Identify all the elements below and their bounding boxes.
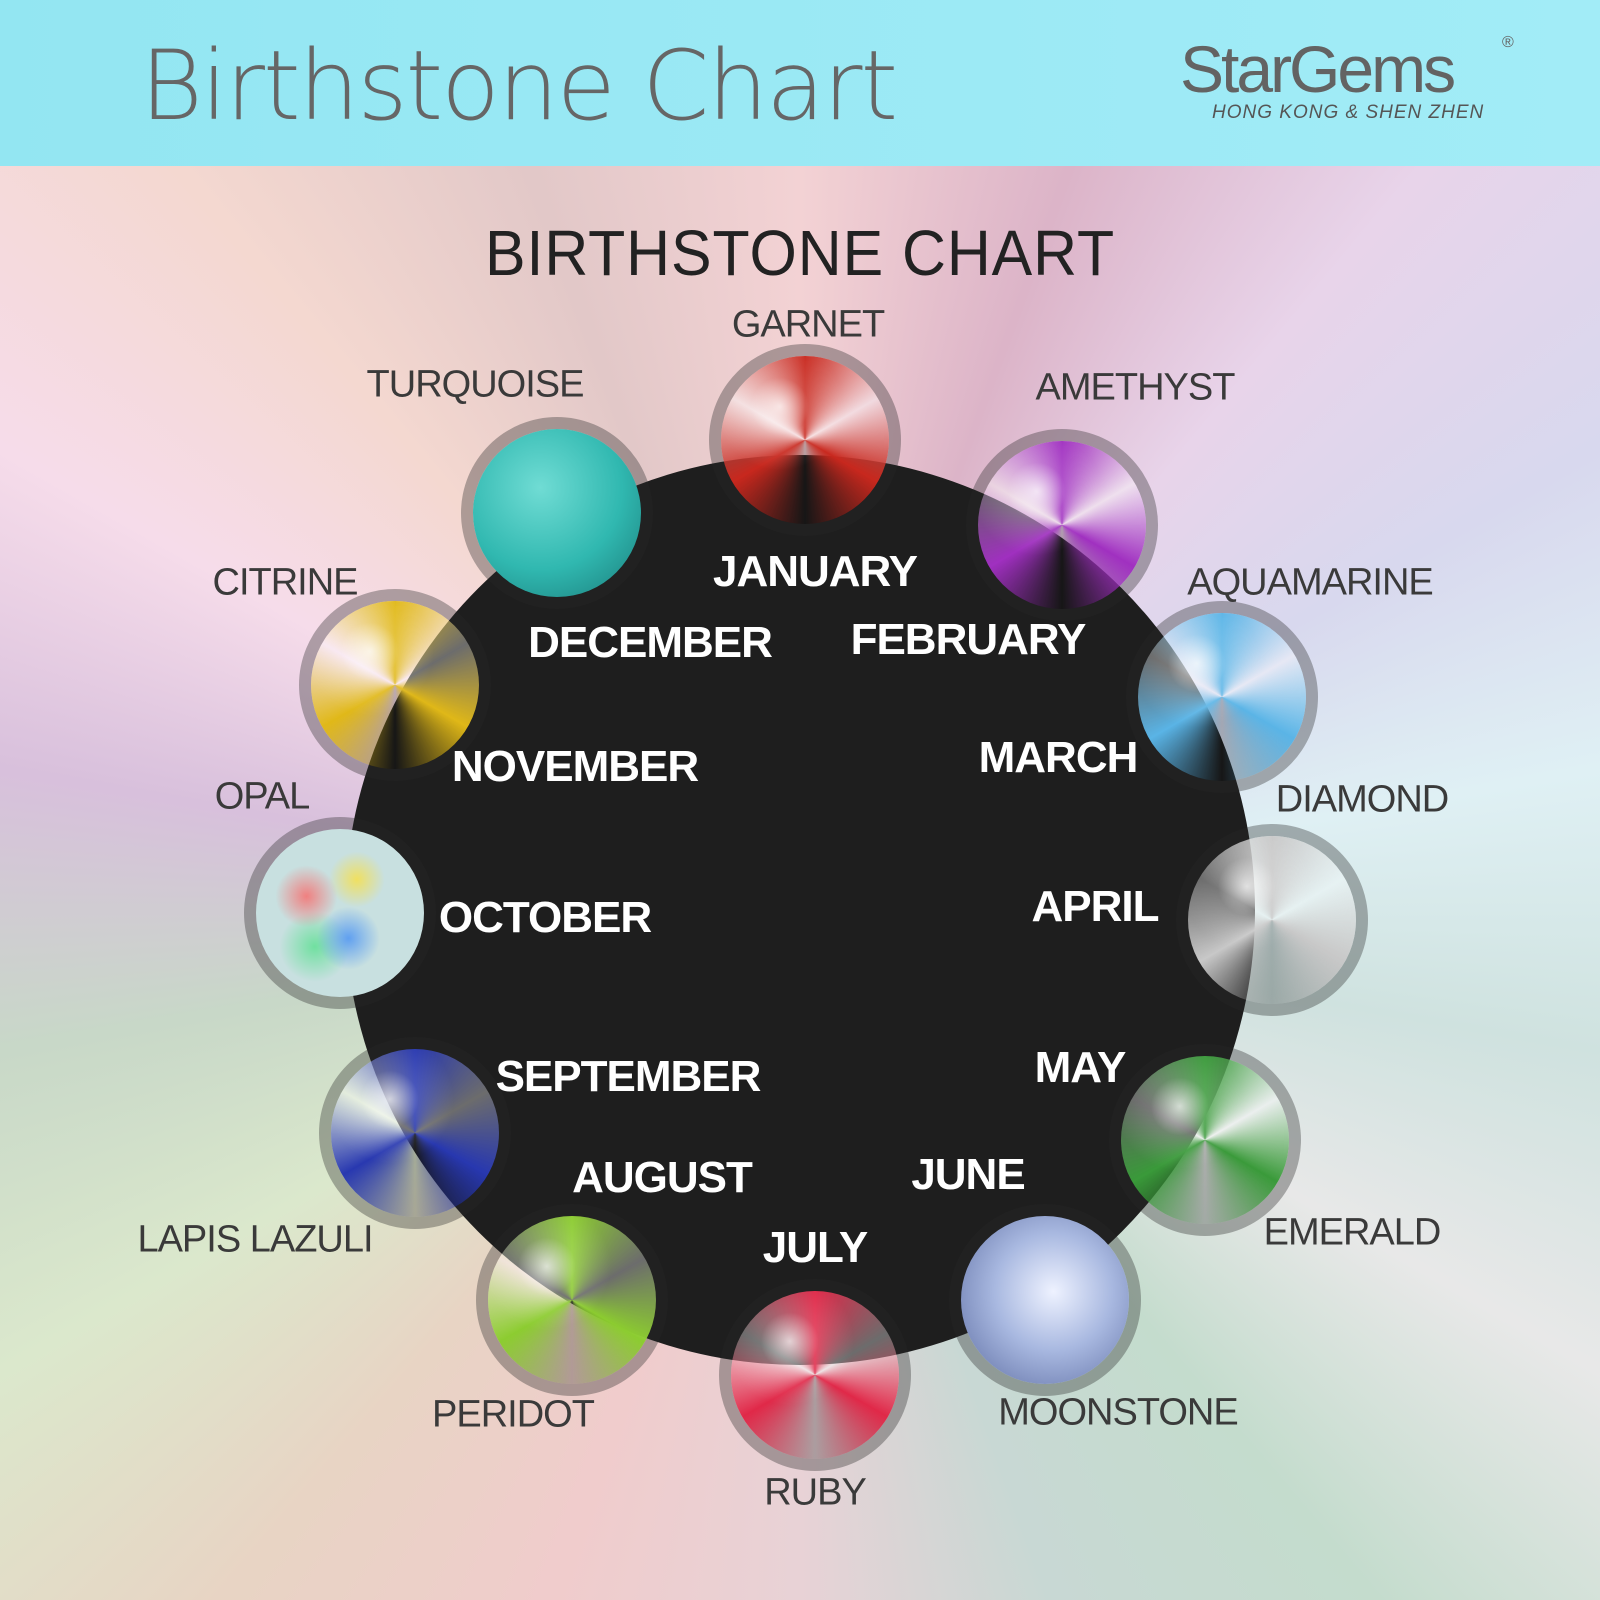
month-label-august: AUGUST (572, 1153, 753, 1202)
month-label-july: JULY (762, 1223, 868, 1272)
logo-name: StarGems (1180, 32, 1456, 106)
month-label-october: OCTOBER (438, 893, 652, 942)
stone-label-diamond: DIAMOND (1275, 778, 1449, 821)
registered-mark: ® (1502, 34, 1514, 51)
ruby-gem-icon (731, 1291, 899, 1459)
header-banner: Birthstone Chart StarGems ® HONG KONG & … (0, 0, 1600, 166)
moonstone-gem-icon (961, 1216, 1129, 1384)
month-label-september: SEPTEMBER (495, 1052, 762, 1101)
stargems-logo: StarGems ® HONG KONG & SHEN ZHEN (1180, 32, 1520, 124)
stone-label-turquoise: TURQUOISE (366, 363, 585, 406)
page-title: Birthstone Chart (140, 30, 898, 142)
emerald-gem-icon (1121, 1056, 1289, 1224)
chart-title: BIRTHSTONE CHART (484, 217, 1116, 289)
month-label-january: JANUARY (712, 547, 918, 596)
month-wheel (345, 455, 1255, 1365)
stone-label-garnet: GARNET (731, 303, 885, 346)
stone-label-amethyst: AMETHYST (1035, 366, 1236, 409)
turquoise-gem-icon (473, 429, 641, 597)
month-label-april: APRIL (1031, 882, 1160, 931)
month-label-february: FEBRUARY (850, 615, 1087, 664)
citrine-gem-icon (311, 601, 479, 769)
month-label-june: JUNE (911, 1150, 1025, 1199)
garnet-gem-icon (721, 356, 889, 524)
amethyst-gem-icon (978, 441, 1146, 609)
aquamarine-gem-icon (1138, 613, 1306, 781)
stone-label-ruby: RUBY (764, 1471, 867, 1514)
stone-label-citrine: CITRINE (212, 561, 359, 604)
lapis-lazuli-gem-icon (331, 1049, 499, 1217)
stone-label-peridot: PERIDOT (432, 1393, 595, 1436)
stone-label-lapis-lazuli: LAPIS LAZULI (137, 1218, 373, 1261)
logo-subtitle: HONG KONG & SHEN ZHEN (1212, 102, 1485, 123)
stone-label-opal: OPAL (214, 775, 311, 818)
month-label-may: MAY (1034, 1043, 1127, 1092)
month-label-december: DECEMBER (528, 618, 773, 667)
month-label-march: MARCH (978, 733, 1139, 782)
month-label-november: NOVEMBER (451, 742, 699, 791)
stone-label-aquamarine: AQUAMARINE (1187, 561, 1433, 604)
stone-label-emerald: EMERALD (1263, 1211, 1442, 1254)
opal-gem-icon (256, 829, 424, 997)
stone-label-moonstone: MOONSTONE (998, 1391, 1238, 1434)
diamond-gem-icon (1188, 836, 1356, 1004)
peridot-gem-icon (488, 1216, 656, 1384)
